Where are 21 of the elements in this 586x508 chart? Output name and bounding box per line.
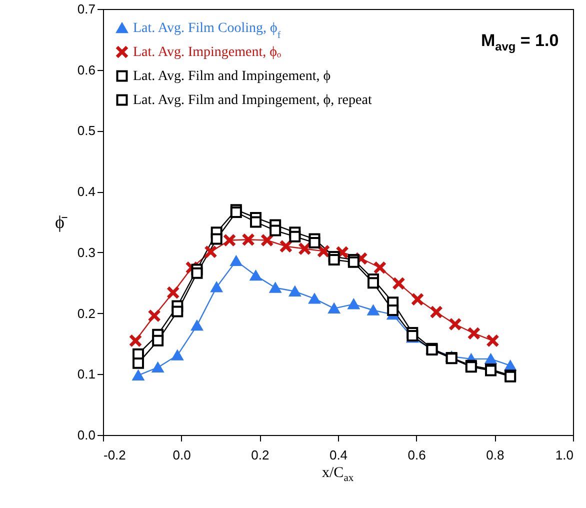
x-tick-label: 0.2 (251, 448, 270, 462)
y-tick-label: 0.7 (77, 2, 96, 16)
y-tick-label: 0.4 (77, 184, 96, 200)
x-tick-label: 0.4 (329, 448, 348, 462)
legend-label: Lat. Avg. Film and Impingement, ϕ (133, 69, 331, 84)
x-tick-label: 0.6 (408, 448, 426, 462)
x-tick-label: -0.2 (104, 448, 126, 462)
legend-label: Lat. Avg. Impingement, ϕₒ (133, 45, 282, 60)
y-tick-label: 0.5 (77, 123, 96, 138)
annotation: M$_{avg}$ = 1.0 (481, 31, 559, 54)
y-tick-label: 0.0 (77, 428, 96, 442)
legend-label: Lat. Avg. Film Cooling, ϕ$_{f}$ (133, 21, 282, 40)
x-axis-title: x/C$_{ax}$ (322, 465, 354, 484)
legend-label: Lat. Avg. Film and Impingement, ϕ, repeat (133, 93, 372, 108)
y-tick-label: 0.6 (77, 62, 96, 78)
x-tick-label: 1.0 (555, 448, 574, 462)
y-tick-label: 0.3 (77, 244, 96, 260)
y-tick-label: 0.2 (77, 306, 96, 321)
x-tick-label: 0.0 (172, 448, 191, 462)
x-tick-label: 0.8 (486, 448, 504, 462)
y-tick-label: 0.1 (77, 366, 96, 382)
